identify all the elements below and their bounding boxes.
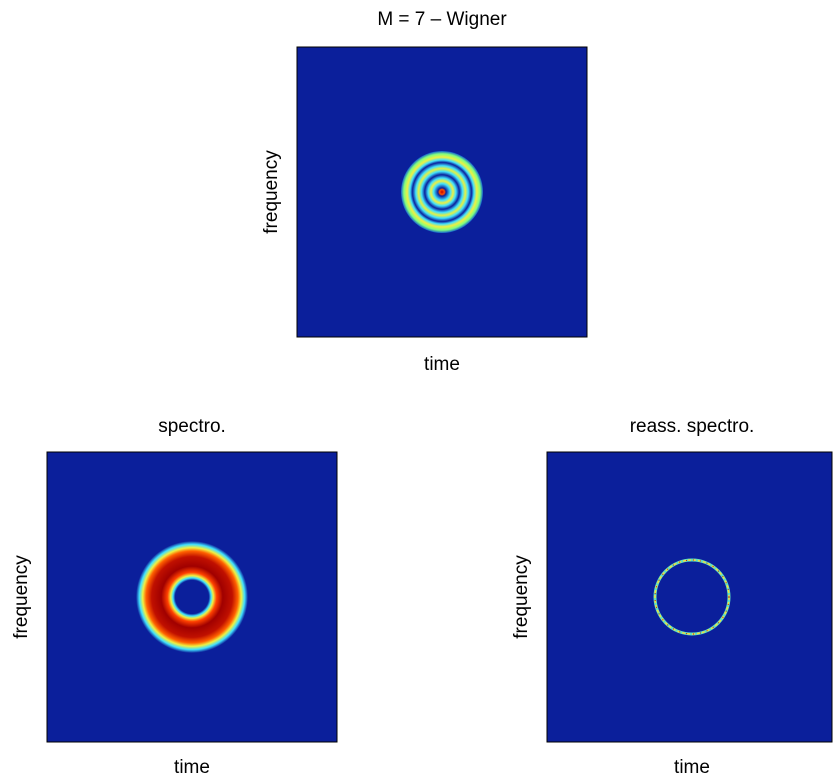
y-axis-label: frequency	[511, 555, 532, 639]
x-axis-label: time	[674, 757, 710, 778]
panel-reassigned: reass. spectro. time frequency	[511, 416, 833, 778]
panel-title: spectro.	[158, 416, 226, 437]
y-axis-label: frequency	[11, 555, 32, 639]
image-ring	[401, 151, 483, 233]
panel-title: reass. spectro.	[630, 416, 755, 437]
x-axis-label: time	[424, 354, 460, 375]
image-ring	[136, 541, 248, 653]
panel-title: M = 7 – Wigner	[377, 9, 507, 30]
image-ring	[654, 559, 730, 635]
x-axis-label: time	[174, 757, 210, 778]
panel-wigner: M = 7 – Wigner time frequency	[261, 9, 588, 375]
panel-spectro: spectro. time frequency	[11, 416, 338, 778]
y-axis-label: frequency	[261, 150, 282, 234]
plot-area	[546, 451, 833, 743]
